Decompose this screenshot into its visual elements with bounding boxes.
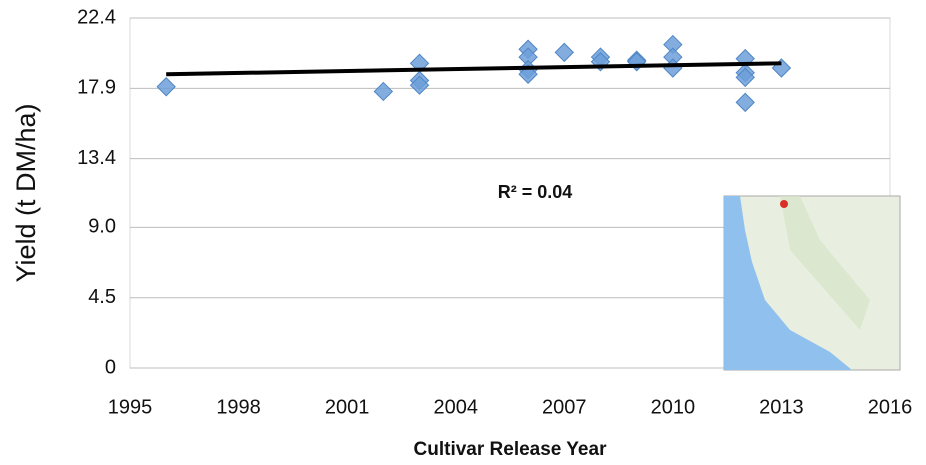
x-tick-label: 2004 [433, 396, 478, 418]
x-tick-label: 2013 [759, 396, 804, 418]
y-tick-label: 22.4 [77, 6, 116, 28]
y-tick-label: 9.0 [88, 216, 116, 238]
y-tick-label: 13.4 [77, 147, 116, 169]
x-tick-label: 1995 [108, 396, 153, 418]
x-axis-title: Cultivar Release Year [414, 439, 608, 460]
x-tick-label: 1998 [216, 396, 261, 418]
x-tick-label: 2010 [651, 396, 696, 418]
y-tick-label: 4.5 [88, 286, 116, 308]
x-tick-label: 2001 [325, 396, 370, 418]
annotation: R² = 0.04 [498, 182, 573, 202]
y-tick-label: 0 [105, 356, 116, 378]
y-axis-title: Yield (t DM/ha) [11, 103, 41, 282]
chart: Yield (t DM/ha) Cultivar Release Year R²… [0, 0, 926, 465]
x-tick-label: 2016 [868, 396, 913, 418]
map-inset [724, 196, 900, 370]
y-tick-label: 17.9 [77, 77, 116, 99]
x-tick-label: 2007 [542, 396, 587, 418]
